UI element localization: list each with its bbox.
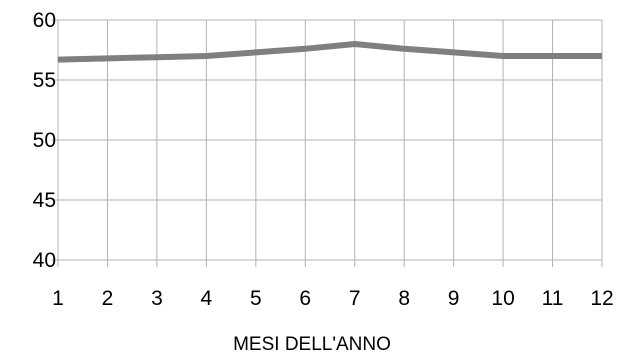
data-point: [403, 48, 405, 50]
data-point: [156, 56, 158, 58]
x-tick-label: 11: [542, 287, 564, 310]
data-point: [354, 43, 356, 45]
data-point: [601, 55, 603, 57]
x-tick-label: 2: [102, 287, 114, 310]
x-tick-label: 1: [52, 287, 64, 310]
y-tick-label: 45: [33, 189, 56, 212]
y-tick-label: 60: [33, 9, 56, 32]
x-tick-label: 8: [398, 287, 410, 310]
x-tick-label: 4: [201, 287, 213, 310]
data-point: [106, 57, 108, 59]
x-tick-label: 10: [491, 287, 514, 310]
data-point: [304, 48, 306, 50]
x-axis-title: MESI DELL'ANNO: [233, 334, 391, 355]
y-tick-label: 55: [33, 69, 56, 92]
x-tick-label: 12: [590, 287, 613, 310]
x-tick-label: 6: [299, 287, 311, 310]
x-tick-label: 5: [250, 287, 262, 310]
chart-grid: [52, 19, 603, 267]
y-tick-label: 50: [33, 129, 56, 152]
data-point: [552, 55, 554, 57]
y-axis-ticks: 40 45 50 55 60: [33, 9, 56, 272]
y-tick-label: 40: [33, 249, 56, 272]
data-point: [502, 55, 504, 57]
series-group: [57, 41, 603, 63]
x-tick-label: 7: [349, 287, 361, 310]
data-point: [205, 55, 207, 57]
data-point: [255, 51, 257, 53]
x-tick-label: 3: [151, 287, 163, 310]
data-point: [453, 51, 455, 53]
data-point: [57, 59, 59, 61]
x-tick-label: 9: [448, 287, 460, 310]
series-line: [57, 41, 602, 63]
x-axis-ticks: 1 2 3 4 5 6 7 8 9 10 11 12: [52, 287, 614, 310]
